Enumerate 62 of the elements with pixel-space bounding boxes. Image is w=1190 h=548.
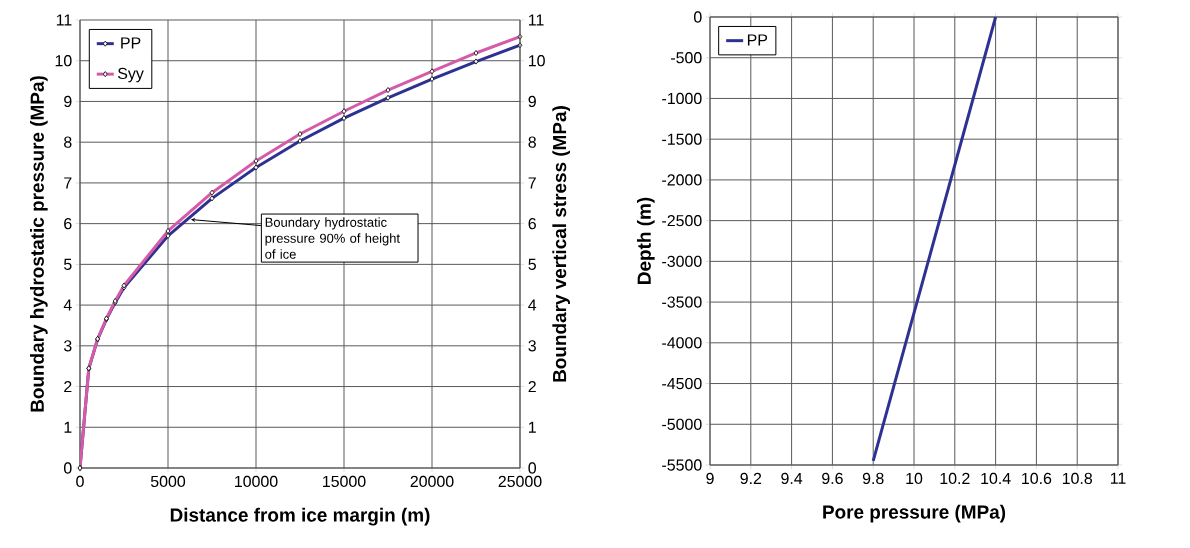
x-tick-label: 10.4 xyxy=(981,472,1011,485)
y-tick-label: -2500 xyxy=(662,215,702,227)
y2-tick-label: 1 xyxy=(529,421,536,433)
y-tick-label: 4 xyxy=(63,299,72,311)
x-tick-label: 10.6 xyxy=(1022,472,1052,485)
y2-tick-label: 10 xyxy=(529,55,545,67)
x-tick-label: 25000 xyxy=(498,475,542,488)
x-tick-label: 9.4 xyxy=(781,472,803,485)
y-tick-label: -1000 xyxy=(662,92,702,105)
x-tick-label: 9.6 xyxy=(822,472,843,485)
y-tick-label: -3500 xyxy=(662,296,702,308)
x-tick-label: 9.8 xyxy=(862,472,884,485)
y2-tick-label: 9 xyxy=(528,95,536,108)
y-axis-title: Boundary hydrostatic pressure (MPa) xyxy=(30,76,48,412)
x-axis-title: Distance from ice margin (m) xyxy=(170,507,430,526)
y-tick-label: 11 xyxy=(56,14,72,26)
y-tick-label: 2 xyxy=(64,380,72,393)
y-tick-label: 3 xyxy=(63,340,72,352)
y-tick-label: -4500 xyxy=(662,377,702,390)
y2-tick-label: 3 xyxy=(528,340,536,352)
x-tick-label: 20000 xyxy=(410,475,454,488)
x-tick-label: 10.2 xyxy=(940,472,970,485)
x-axis-title: Pore pressure (MPa) xyxy=(823,504,1006,523)
y-tick-label: -1500 xyxy=(662,133,702,145)
y2-tick-label: 11 xyxy=(529,14,544,26)
y-tick-label: 0 xyxy=(694,11,702,23)
y-tick-label: 6 xyxy=(64,218,72,230)
y2-tick-label: 6 xyxy=(528,218,536,230)
y-tick-label: -4000 xyxy=(662,337,702,349)
x-tick-label: 10.8 xyxy=(1062,472,1093,485)
y2-tick-label: 5 xyxy=(528,258,536,270)
x-tick-label: 10000 xyxy=(235,475,278,488)
y-tick-label: 8 xyxy=(64,136,72,148)
legend-label: PP xyxy=(121,37,141,49)
y2-tick-label: 8 xyxy=(528,136,536,148)
y-axis-title: Depth (m) xyxy=(636,197,655,284)
y-tick-label: -2000 xyxy=(662,174,702,186)
y-tick-label: 0 xyxy=(63,462,72,474)
y2-tick-label: 2 xyxy=(528,380,536,393)
x-tick-label: 10 xyxy=(906,472,923,485)
legend-label: Syy xyxy=(117,67,144,83)
y-tick-label: -500 xyxy=(671,52,702,64)
y-tick-label: 10 xyxy=(55,55,72,67)
y2-tick-label: 0 xyxy=(528,462,537,474)
y2-tick-label: 7 xyxy=(528,177,536,189)
y-tick-label: -5500 xyxy=(662,459,702,471)
x-tick-label: 11 xyxy=(1110,472,1126,484)
y-tick-label: 7 xyxy=(64,177,72,189)
x-tick-label: 9.2 xyxy=(740,472,762,485)
x-tick-label: 0 xyxy=(76,475,84,488)
legend-label: PP xyxy=(747,34,768,46)
x-tick-label: 9 xyxy=(706,472,714,485)
y-tick-label: -5000 xyxy=(662,418,702,430)
y2-tick-label: 4 xyxy=(528,299,537,311)
annotation: Boundary hydrostatic pressure 90% of height of ice xyxy=(265,217,400,259)
x-tick-label: 5000 xyxy=(150,475,186,488)
x-tick-label: 15000 xyxy=(323,475,366,488)
y2-axis-title: Boundary vertical stress (MPa) xyxy=(552,106,570,382)
y-tick-label: -3000 xyxy=(662,255,702,268)
y-tick-label: 1 xyxy=(64,421,72,433)
y-tick-label: 5 xyxy=(64,258,72,270)
y-tick-label: 9 xyxy=(64,95,72,108)
